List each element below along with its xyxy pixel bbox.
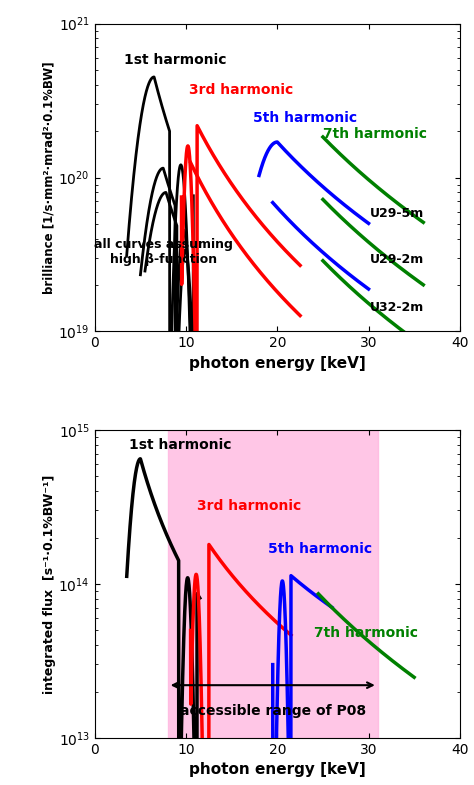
Text: 7th harmonic: 7th harmonic	[314, 626, 418, 641]
Text: 3rd harmonic: 3rd harmonic	[189, 82, 293, 97]
Y-axis label: integrated flux  [s⁻¹·0.1%BW⁻¹]: integrated flux [s⁻¹·0.1%BW⁻¹]	[43, 474, 55, 694]
Y-axis label: brilliance [1/s·mm²·mrad²·0.1%BW]: brilliance [1/s·mm²·mrad²·0.1%BW]	[43, 61, 55, 294]
Text: 5th harmonic: 5th harmonic	[253, 111, 357, 125]
Text: 1st harmonic: 1st harmonic	[129, 438, 232, 452]
X-axis label: photon energy [keV]: photon energy [keV]	[189, 356, 365, 371]
Text: accessible range of P08: accessible range of P08	[180, 704, 366, 718]
Text: 3rd harmonic: 3rd harmonic	[197, 499, 301, 513]
Text: U32-2m: U32-2m	[370, 301, 425, 315]
Text: 5th harmonic: 5th harmonic	[268, 542, 372, 556]
Bar	[168, 430, 378, 738]
Text: 1st harmonic: 1st harmonic	[124, 53, 227, 67]
Text: U29-2m: U29-2m	[370, 253, 425, 265]
Text: 7th harmonic: 7th harmonic	[323, 127, 427, 141]
X-axis label: photon energy [keV]: photon energy [keV]	[189, 762, 365, 777]
Text: U29-5m: U29-5m	[370, 207, 425, 221]
Text: all curves assuming
high β-function: all curves assuming high β-function	[94, 238, 233, 265]
